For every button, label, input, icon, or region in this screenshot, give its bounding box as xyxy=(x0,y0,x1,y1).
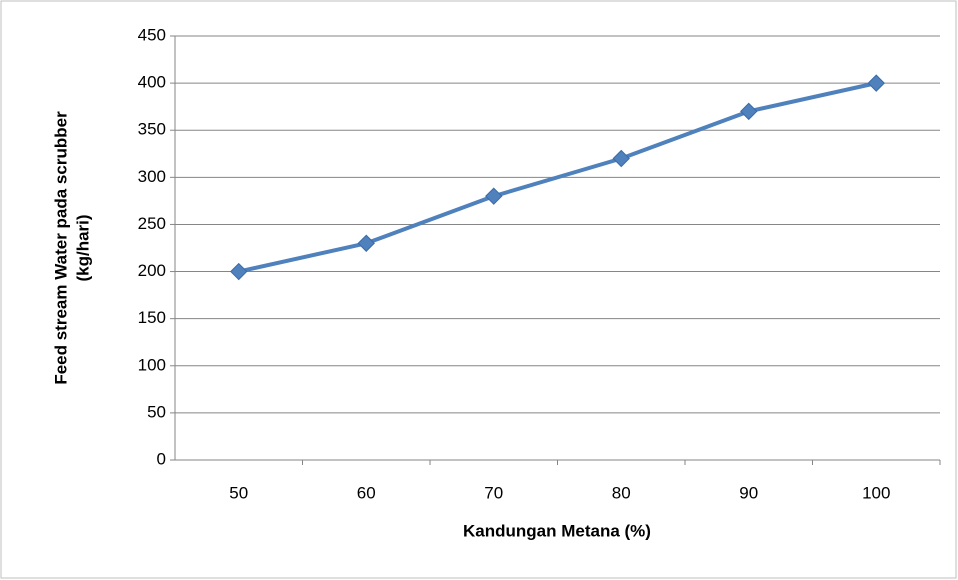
y-tick-label: 100 xyxy=(138,355,166,374)
y-tick-label: 350 xyxy=(138,120,166,139)
y-tick-label: 150 xyxy=(138,308,166,327)
y-axis-title-line: Feed stream Water pada scrubber xyxy=(51,111,70,385)
data-point xyxy=(867,74,885,92)
data-point xyxy=(357,234,375,252)
data-point xyxy=(485,187,503,205)
x-tick-label: 90 xyxy=(739,483,758,502)
y-tick-label: 400 xyxy=(138,73,166,92)
y-tick-label: 50 xyxy=(147,402,166,421)
x-tick-label: 80 xyxy=(612,483,631,502)
y-axis-title: Feed stream Water pada scrubber (kg/hari… xyxy=(51,111,92,385)
y-tick-label: 250 xyxy=(138,214,166,233)
y-tick-label: 300 xyxy=(138,167,166,186)
series-line xyxy=(238,81,877,274)
x-tick-label: 100 xyxy=(862,483,890,502)
y-tick-label: 0 xyxy=(157,449,166,468)
y-axis-title-line: (kg/hari) xyxy=(73,214,92,281)
y-tick-label: 450 xyxy=(138,25,166,44)
x-tick-label: 60 xyxy=(357,483,376,502)
data-point xyxy=(612,149,630,168)
x-tick-label: 70 xyxy=(484,483,503,502)
data-point xyxy=(740,102,758,121)
x-axis-title: Kandungan Metana (%) xyxy=(463,521,651,540)
data-point xyxy=(230,262,248,281)
y-tick-label: 200 xyxy=(138,261,166,280)
x-tick-label: 50 xyxy=(229,483,248,502)
